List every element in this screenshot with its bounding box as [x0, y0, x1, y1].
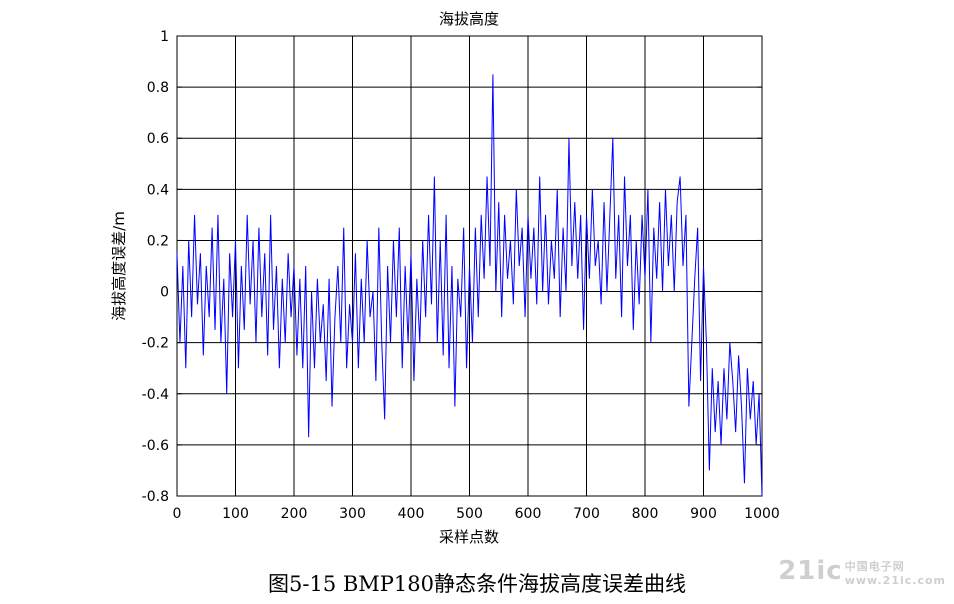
watermark-sub-line2: www.21ic.com [844, 574, 946, 587]
y-tick-label: -0.8 [142, 489, 169, 505]
x-tick-label: 500 [456, 506, 483, 522]
y-tick-label: 0.8 [147, 80, 169, 96]
site-watermark: 21ic 中国电子网 www.21ic.com [778, 556, 946, 588]
altitude-error-chart: 0 100 200 300 400 500 600 700 800 900 1000 1 0.8 0.6… [110, 10, 780, 546]
x-tick-labels: 0 100 200 300 400 500 600 700 800 900 1000 [173, 506, 780, 522]
x-tick-label: 700 [573, 506, 600, 522]
x-tick-label: 0 [173, 506, 182, 522]
x-tick-label: 200 [281, 506, 308, 522]
x-tick-label: 900 [690, 506, 717, 522]
y-tick-label: 0 [160, 285, 169, 301]
watermark-subtext: 中国电子网 www.21ic.com [845, 560, 946, 588]
y-tick-label: -0.4 [142, 387, 169, 403]
watermark-logo: 21ic [778, 556, 843, 586]
axis-ticks [176, 35, 763, 497]
x-tick-label: 300 [339, 506, 366, 522]
y-tick-labels: 1 0.8 0.6 0.4 0.2 0 -0.2 -0.4 -0.6 -0.8 [142, 29, 169, 505]
x-tick-label: 1000 [744, 506, 780, 522]
y-tick-label: 0.4 [147, 182, 169, 198]
y-tick-label: -0.2 [142, 336, 169, 352]
x-tick-label: 100 [222, 506, 249, 522]
y-tick-label: 1 [160, 29, 169, 45]
y-tick-label: 0.6 [147, 131, 169, 147]
y-tick-label: -0.6 [142, 438, 169, 454]
chart-title: 海拔高度 [439, 10, 499, 28]
y-axis-label: 海拔高度误差/m [110, 211, 128, 321]
series-line [176, 74, 763, 497]
x-axis-label: 采样点数 [439, 528, 499, 546]
y-tick-label: 0.2 [147, 233, 169, 249]
watermark-sub-line1: 中国电子网 [844, 560, 905, 573]
figure-caption: 图5-15 BMP180静态条件海拔高度误差曲线 [268, 572, 686, 596]
x-tick-label: 800 [632, 506, 659, 522]
x-tick-label: 400 [398, 506, 425, 522]
x-tick-label: 600 [515, 506, 542, 522]
